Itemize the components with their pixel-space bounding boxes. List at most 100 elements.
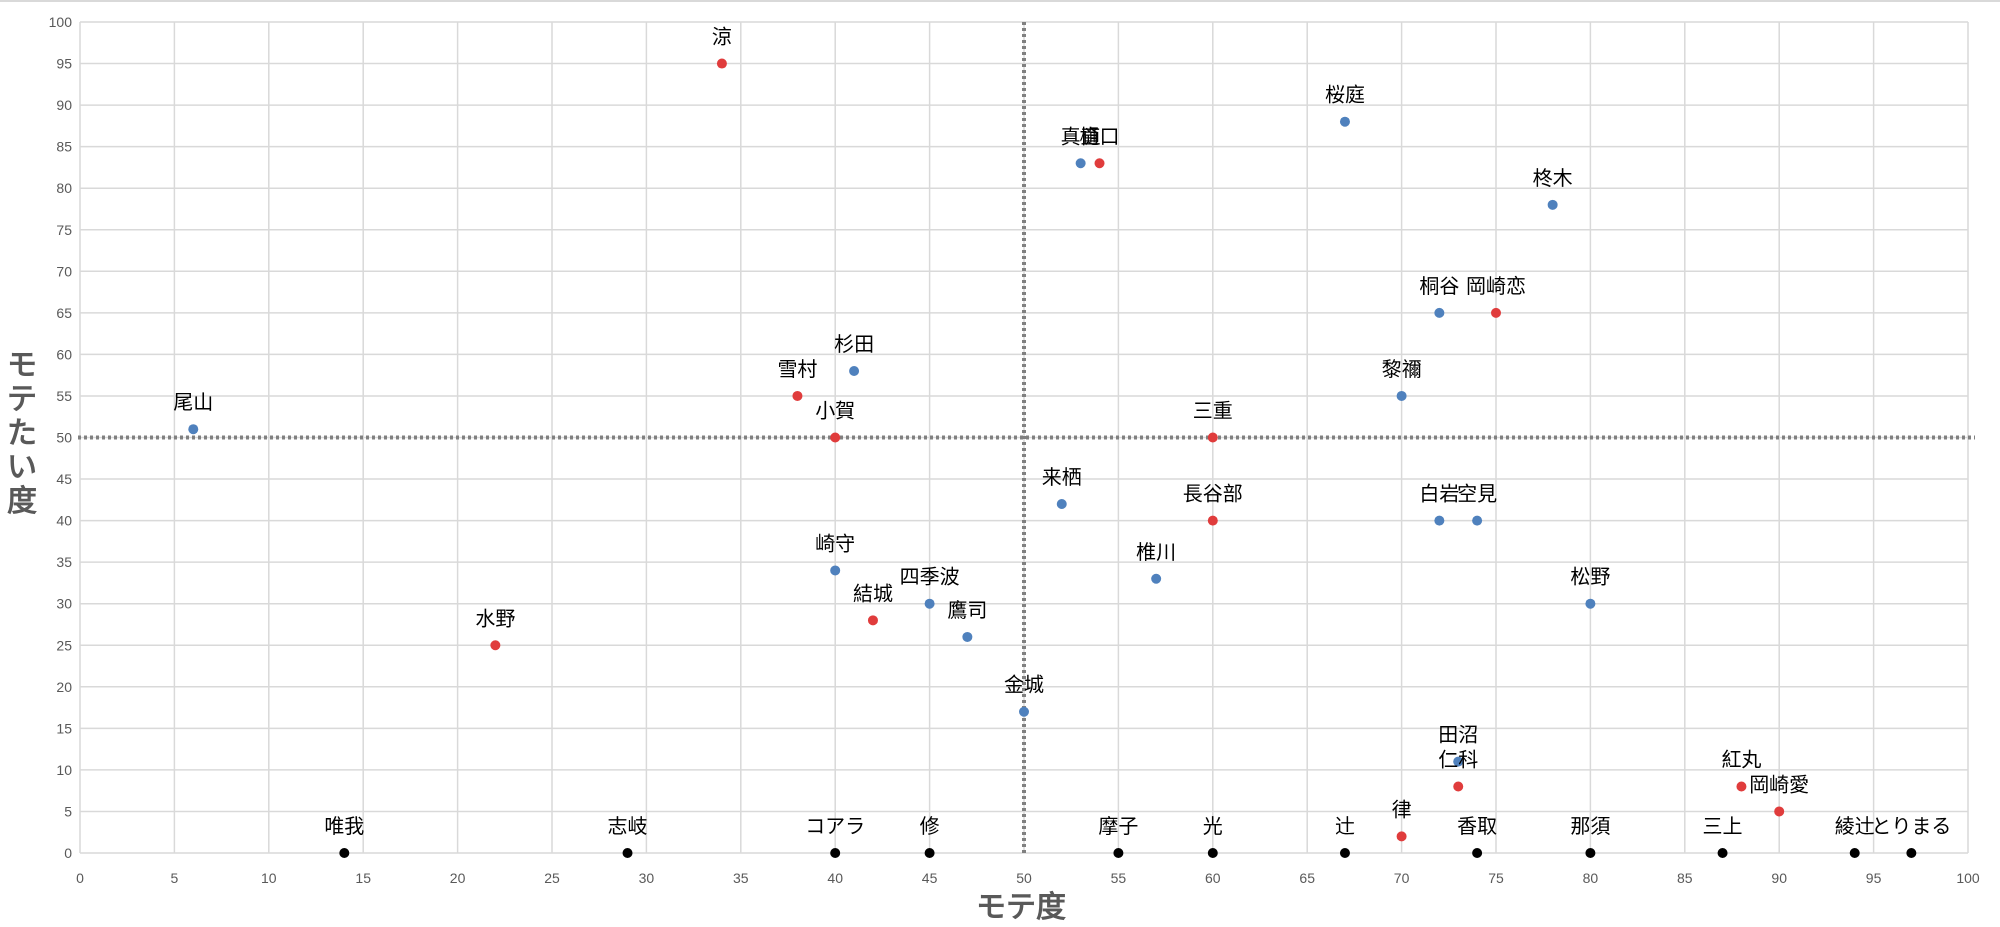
point-label: 辻 bbox=[1335, 814, 1355, 838]
y-axis-title-char: い bbox=[7, 450, 37, 485]
point-label: 雪村 bbox=[777, 357, 817, 381]
x-tick-label: 85 bbox=[1677, 870, 1693, 886]
point-label: 杉田 bbox=[834, 332, 874, 356]
data-point bbox=[1207, 515, 1218, 526]
y-tick-label: 50 bbox=[56, 430, 72, 446]
point-label: 四季波 bbox=[900, 565, 960, 589]
data-point bbox=[1717, 848, 1728, 858]
y-tick-label: 85 bbox=[56, 139, 72, 155]
data-point bbox=[1019, 706, 1029, 717]
y-tick-label: 35 bbox=[56, 554, 72, 570]
point-label: 樋口 bbox=[1080, 124, 1120, 148]
data-point bbox=[716, 58, 727, 69]
tick-labels: 0 5 10 15 20 25 30 35 40 45 50 55 60 65 70 75 80 85 90 95 10… bbox=[49, 14, 1980, 886]
point-label: 空見 bbox=[1457, 482, 1497, 506]
y-tick-label: 75 bbox=[56, 222, 72, 238]
data-point bbox=[188, 424, 199, 435]
data-points bbox=[188, 58, 1917, 858]
y-tick-label: 95 bbox=[56, 56, 72, 72]
point-label: 仁科 bbox=[1438, 748, 1478, 772]
y-tick-label: 90 bbox=[56, 97, 72, 113]
x-tick-label: 90 bbox=[1771, 870, 1787, 886]
x-tick-label: 40 bbox=[827, 870, 843, 886]
data-point bbox=[924, 598, 935, 609]
data-point bbox=[962, 631, 973, 642]
x-tick-label: 60 bbox=[1205, 870, 1221, 886]
point-label: 三重 bbox=[1193, 399, 1233, 423]
x-tick-label: 100 bbox=[1956, 870, 1980, 886]
point-label: 金城 bbox=[1004, 673, 1044, 697]
data-point bbox=[830, 432, 841, 443]
point-label: 尾山 bbox=[173, 390, 213, 414]
data-point bbox=[1585, 848, 1596, 858]
point-label: 香取 bbox=[1457, 814, 1497, 838]
y-axis-title-char: た bbox=[7, 416, 37, 451]
x-tick-label: 10 bbox=[261, 870, 277, 886]
data-point bbox=[1056, 498, 1067, 509]
x-tick-label: 20 bbox=[450, 870, 466, 886]
y-tick-label: 5 bbox=[64, 803, 72, 819]
point-label: 岡崎恋 bbox=[1466, 274, 1526, 298]
data-point bbox=[867, 615, 878, 626]
point-label: 松野 bbox=[1570, 565, 1610, 589]
y-tick-label: 80 bbox=[56, 180, 72, 196]
data-point bbox=[490, 640, 501, 651]
point-label: 唯我 bbox=[324, 814, 364, 838]
y-tick-label: 10 bbox=[56, 762, 72, 778]
x-tick-label: 95 bbox=[1866, 870, 1882, 886]
x-tick-label: 80 bbox=[1583, 870, 1599, 886]
data-point bbox=[924, 848, 935, 858]
point-label: 小賀 bbox=[815, 399, 855, 423]
y-axis-title-char: 度 bbox=[7, 484, 37, 519]
x-tick-label: 0 bbox=[76, 870, 84, 886]
data-point bbox=[1339, 116, 1350, 127]
y-tick-label: 40 bbox=[56, 513, 72, 529]
point-label: 柊木 bbox=[1533, 166, 1573, 190]
point-label: 岡崎愛 bbox=[1749, 772, 1809, 796]
point-label: 椎川 bbox=[1136, 540, 1176, 564]
y-axis-title-char: テ bbox=[7, 382, 37, 417]
x-tick-label: 5 bbox=[171, 870, 179, 886]
y-tick-label: 20 bbox=[56, 679, 72, 695]
y-tick-label: 60 bbox=[56, 346, 72, 362]
y-tick-label: 0 bbox=[64, 845, 72, 861]
point-label: コアラ bbox=[805, 814, 865, 838]
data-point bbox=[1453, 756, 1464, 767]
point-label: 鷹司 bbox=[947, 598, 987, 622]
point-label: 三上 bbox=[1703, 814, 1743, 838]
x-tick-label: 30 bbox=[639, 870, 655, 886]
point-label: 白岩 bbox=[1419, 482, 1459, 506]
point-label: 綾辻 bbox=[1835, 814, 1875, 838]
data-point bbox=[1396, 390, 1407, 401]
y-tick-label: 100 bbox=[49, 14, 73, 30]
point-label: 摩子 bbox=[1098, 814, 1138, 838]
data-point bbox=[1472, 515, 1483, 526]
point-label: とりまる bbox=[1871, 814, 1951, 838]
data-point bbox=[339, 848, 350, 858]
x-tick-label: 75 bbox=[1488, 870, 1504, 886]
point-label: 長谷部 bbox=[1183, 482, 1243, 506]
point-label: 桜庭 bbox=[1325, 83, 1365, 107]
x-tick-label: 65 bbox=[1299, 870, 1315, 886]
x-tick-label: 25 bbox=[544, 870, 560, 886]
data-point bbox=[1453, 781, 1464, 792]
point-label: 律 bbox=[1392, 797, 1412, 821]
y-tick-label: 45 bbox=[56, 471, 72, 487]
x-axis-title: モテ度 bbox=[976, 890, 1066, 925]
y-axis-title: モテたい度 bbox=[7, 348, 37, 519]
y-axis-title-char: モ bbox=[7, 348, 37, 383]
data-point bbox=[1151, 573, 1162, 584]
y-tick-label: 25 bbox=[56, 637, 72, 653]
data-point bbox=[1491, 307, 1501, 318]
data-point bbox=[1075, 158, 1086, 169]
point-label: 黎禰 bbox=[1382, 357, 1422, 381]
data-point bbox=[1207, 848, 1218, 858]
data-point bbox=[1434, 307, 1445, 318]
data-point bbox=[792, 390, 803, 401]
x-tick-label: 70 bbox=[1394, 870, 1410, 886]
point-label: 涼 bbox=[712, 25, 732, 49]
x-tick-label: 55 bbox=[1111, 870, 1127, 886]
point-label: 那須 bbox=[1570, 814, 1610, 838]
